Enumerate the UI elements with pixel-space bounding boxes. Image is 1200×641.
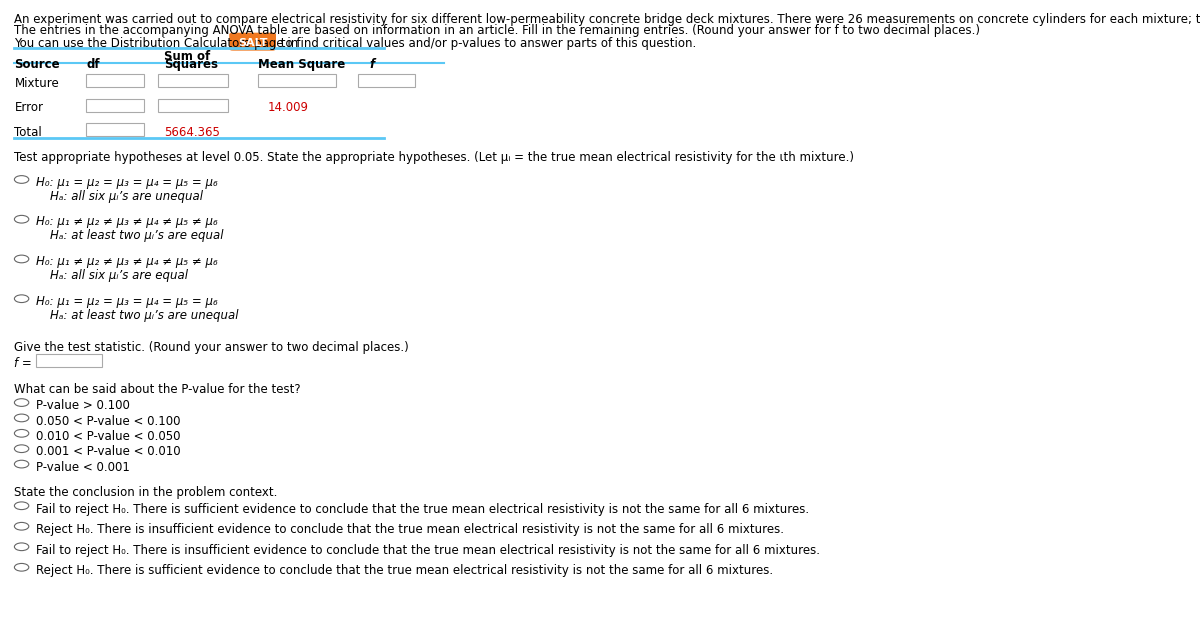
Text: What can be said about the P-value for the test?: What can be said about the P-value for t… (14, 383, 301, 395)
FancyBboxPatch shape (36, 354, 102, 367)
Text: H₀: μ₁ = μ₂ = μ₃ = μ₄ = μ₅ = μ₆: H₀: μ₁ = μ₂ = μ₃ = μ₄ = μ₅ = μ₆ (36, 176, 217, 188)
Text: f: f (370, 58, 374, 71)
Text: Reject H₀. There is sufficient evidence to conclude that the true mean electrica: Reject H₀. There is sufficient evidence … (36, 564, 773, 577)
Text: Mean Square: Mean Square (258, 58, 346, 71)
FancyBboxPatch shape (86, 99, 144, 112)
Text: 0.001 < P-value < 0.010: 0.001 < P-value < 0.010 (36, 445, 181, 458)
Text: 14.009: 14.009 (268, 101, 308, 114)
Text: Hₐ: all six μᵢ’s are unequal: Hₐ: all six μᵢ’s are unequal (50, 190, 204, 203)
Text: 0.010 < P-value < 0.050: 0.010 < P-value < 0.050 (36, 430, 180, 443)
Text: Fail to reject H₀. There is insufficient evidence to conclude that the true mean: Fail to reject H₀. There is insufficient… (36, 544, 820, 556)
Text: P-value > 0.100: P-value > 0.100 (36, 399, 130, 412)
FancyBboxPatch shape (158, 99, 228, 112)
Text: Mixture: Mixture (14, 77, 59, 90)
Text: H₀: μ₁ ≠ μ₂ ≠ μ₃ ≠ μ₄ ≠ μ₅ ≠ μ₆: H₀: μ₁ ≠ μ₂ ≠ μ₃ ≠ μ₄ ≠ μ₅ ≠ μ₆ (36, 215, 217, 228)
Text: The entries in the accompanying ANOVA table are based on information in an artic: The entries in the accompanying ANOVA ta… (14, 24, 980, 37)
Text: Fail to reject H₀. There is sufficient evidence to conclude that the true mean e: Fail to reject H₀. There is sufficient e… (36, 503, 809, 515)
Text: 0.050 < P-value < 0.100: 0.050 < P-value < 0.100 (36, 415, 180, 428)
Text: Error: Error (14, 101, 43, 114)
Text: An experiment was carried out to compare electrical resistivity for six differen: An experiment was carried out to compare… (14, 13, 1200, 26)
Text: Total: Total (14, 126, 42, 138)
FancyBboxPatch shape (358, 74, 415, 87)
Text: P-value < 0.001: P-value < 0.001 (36, 461, 130, 474)
Text: SALT: SALT (238, 38, 268, 48)
FancyBboxPatch shape (158, 74, 228, 87)
Text: Hₐ: at least two μᵢ’s are equal: Hₐ: at least two μᵢ’s are equal (50, 229, 224, 242)
FancyBboxPatch shape (229, 33, 276, 51)
Text: You can use the Distribution Calculators page in: You can use the Distribution Calculators… (14, 37, 302, 50)
Text: Squares: Squares (164, 58, 218, 71)
Text: H₀: μ₁ = μ₂ = μ₃ = μ₄ = μ₅ = μ₆: H₀: μ₁ = μ₂ = μ₃ = μ₄ = μ₅ = μ₆ (36, 295, 217, 308)
Text: H₀: μ₁ ≠ μ₂ ≠ μ₃ ≠ μ₄ ≠ μ₅ ≠ μ₆: H₀: μ₁ ≠ μ₂ ≠ μ₃ ≠ μ₄ ≠ μ₅ ≠ μ₆ (36, 255, 217, 268)
FancyBboxPatch shape (86, 74, 144, 87)
Text: Test appropriate hypotheses at level 0.05. State the appropriate hypotheses. (Le: Test appropriate hypotheses at level 0.0… (14, 151, 854, 164)
Text: to find critical values and/or p-values to answer parts of this question.: to find critical values and/or p-values … (277, 37, 696, 50)
Text: Sum of: Sum of (164, 50, 211, 63)
Text: f =: f = (14, 357, 32, 370)
FancyBboxPatch shape (258, 74, 336, 87)
FancyBboxPatch shape (86, 123, 144, 136)
Text: Give the test statistic. (Round your answer to two decimal places.): Give the test statistic. (Round your ans… (14, 341, 409, 354)
Text: Reject H₀. There is insufficient evidence to conclude that the true mean electri: Reject H₀. There is insufficient evidenc… (36, 523, 784, 536)
Text: Source: Source (14, 58, 60, 71)
Text: df: df (86, 58, 100, 71)
Text: 5664.365: 5664.365 (164, 126, 221, 138)
Text: State the conclusion in the problem context.: State the conclusion in the problem cont… (14, 486, 277, 499)
Text: Hₐ: at least two μᵢ’s are unequal: Hₐ: at least two μᵢ’s are unequal (50, 309, 239, 322)
Text: Hₐ: all six μᵢ’s are equal: Hₐ: all six μᵢ’s are equal (50, 269, 188, 282)
